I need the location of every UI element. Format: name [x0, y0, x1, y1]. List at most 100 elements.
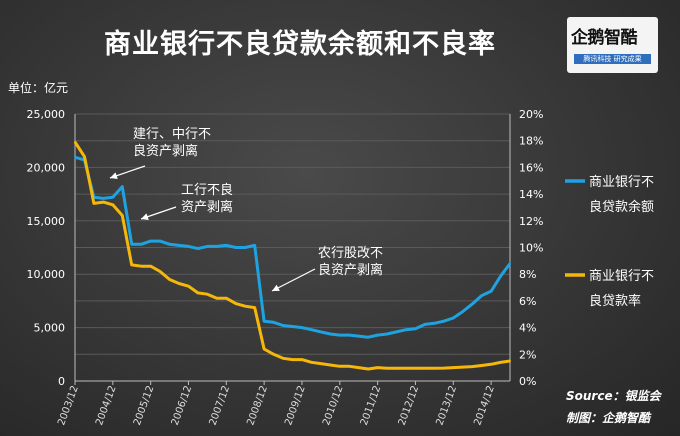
- data-point: [234, 302, 237, 305]
- left-axis-tick-label: 20,000: [27, 161, 66, 174]
- right-axis-tick-label: 4%: [519, 322, 536, 335]
- data-point: [423, 367, 426, 370]
- annotation-label: 工行不良: [181, 182, 233, 198]
- x-axis-tick-label: 2009/12: [283, 384, 308, 427]
- x-axis-tick-label: 2006/12: [170, 384, 195, 427]
- data-point: [338, 334, 341, 337]
- data-point: [149, 240, 152, 243]
- data-point: [404, 328, 407, 331]
- legend-label: 良贷款率: [589, 293, 641, 309]
- data-point: [149, 265, 152, 268]
- annotation-arrow-shaft: [271, 268, 316, 292]
- right-axis-tick-label: 12%: [519, 215, 543, 228]
- data-point: [196, 291, 199, 294]
- data-point: [244, 246, 247, 249]
- data-point: [121, 185, 124, 188]
- data-point: [300, 326, 303, 329]
- data-point: [423, 323, 426, 326]
- left-axis-tick-label: 0: [58, 375, 65, 388]
- data-point: [319, 330, 322, 333]
- data-point: [471, 365, 474, 368]
- series-line-ratio: [73, 141, 511, 371]
- unit-label: 单位：亿元: [8, 81, 69, 95]
- data-point: [376, 366, 379, 369]
- left-axis-tick-label: 15,000: [27, 215, 66, 228]
- x-axis-tick-label: 2010/12: [321, 384, 346, 427]
- data-point: [291, 325, 294, 328]
- data-point: [178, 244, 181, 247]
- data-point: [499, 361, 502, 364]
- data-point: [499, 275, 502, 278]
- data-point: [319, 362, 322, 365]
- data-point: [159, 270, 162, 273]
- x-axis-tick-label: 2007/12: [208, 384, 233, 427]
- right-axis-tick-label: 2%: [519, 348, 536, 361]
- data-point: [452, 366, 455, 369]
- data-point: [130, 263, 133, 266]
- data-point: [480, 364, 483, 367]
- data-point: [206, 245, 209, 248]
- right-axis-tick-label: 0%: [519, 375, 536, 388]
- annotation-label: 建行、中行不: [133, 127, 211, 142]
- data-point: [509, 262, 511, 265]
- right-axis-tick-label: 10%: [519, 242, 543, 255]
- right-axis-tick-label: 16%: [519, 161, 543, 174]
- data-point: [404, 367, 407, 370]
- left-axis-tick-label: 10,000: [27, 268, 66, 281]
- annotation-label: 资产剥离: [181, 199, 233, 215]
- data-point: [329, 363, 332, 366]
- data-point: [367, 336, 370, 339]
- data-point: [74, 141, 76, 144]
- data-point: [348, 365, 351, 368]
- data-point: [461, 366, 464, 369]
- annotation-arrowhead: [272, 284, 280, 291]
- data-point: [291, 358, 294, 361]
- data-point: [111, 203, 114, 206]
- data-point: [159, 240, 162, 243]
- data-point: [452, 316, 455, 319]
- data-point: [433, 322, 436, 325]
- data-point: [234, 246, 237, 249]
- data-point: [282, 324, 285, 327]
- data-point: [272, 353, 275, 356]
- legend-label: 商业银行不: [589, 269, 654, 284]
- data-point: [225, 244, 228, 247]
- data-point: [386, 333, 389, 336]
- data-point: [461, 310, 464, 313]
- right-axis-tick-label: 18%: [519, 135, 543, 148]
- data-point: [168, 243, 171, 246]
- left-axis-tick-label: 5,000: [34, 322, 66, 335]
- data-point: [253, 244, 256, 247]
- data-point: [272, 321, 275, 324]
- data-point: [367, 367, 370, 370]
- data-point: [121, 214, 124, 217]
- data-point: [140, 243, 143, 246]
- data-point: [329, 333, 332, 336]
- logo-tagline: 腾讯科技 研究成果: [574, 54, 651, 64]
- x-axis-tick-label: 2014/12: [472, 384, 497, 427]
- data-point: [480, 294, 483, 297]
- data-point: [414, 327, 417, 330]
- data-point: [357, 366, 360, 369]
- page-title: 商业银行不良贷款余额和不良率: [104, 29, 496, 60]
- data-point: [83, 155, 86, 158]
- right-axis-tick-label: 8%: [519, 268, 536, 281]
- x-axis-tick-label: 2013/12: [435, 384, 460, 427]
- data-point: [178, 282, 181, 285]
- x-axis-tick-label: 2004/12: [94, 384, 119, 427]
- data-point: [215, 297, 218, 300]
- data-point: [471, 303, 474, 306]
- left-axis-tick-label: 25,000: [27, 108, 66, 121]
- data-point: [490, 290, 493, 293]
- annotation-arrowhead: [141, 213, 149, 221]
- data-point: [433, 367, 436, 370]
- data-point: [414, 367, 417, 370]
- logo-wordmark: 企鹅智酷: [571, 28, 638, 48]
- legend-label: 良贷款余额: [589, 199, 654, 215]
- data-point: [140, 265, 143, 268]
- data-point: [168, 278, 171, 281]
- data-point: [348, 334, 351, 337]
- data-point: [442, 320, 445, 323]
